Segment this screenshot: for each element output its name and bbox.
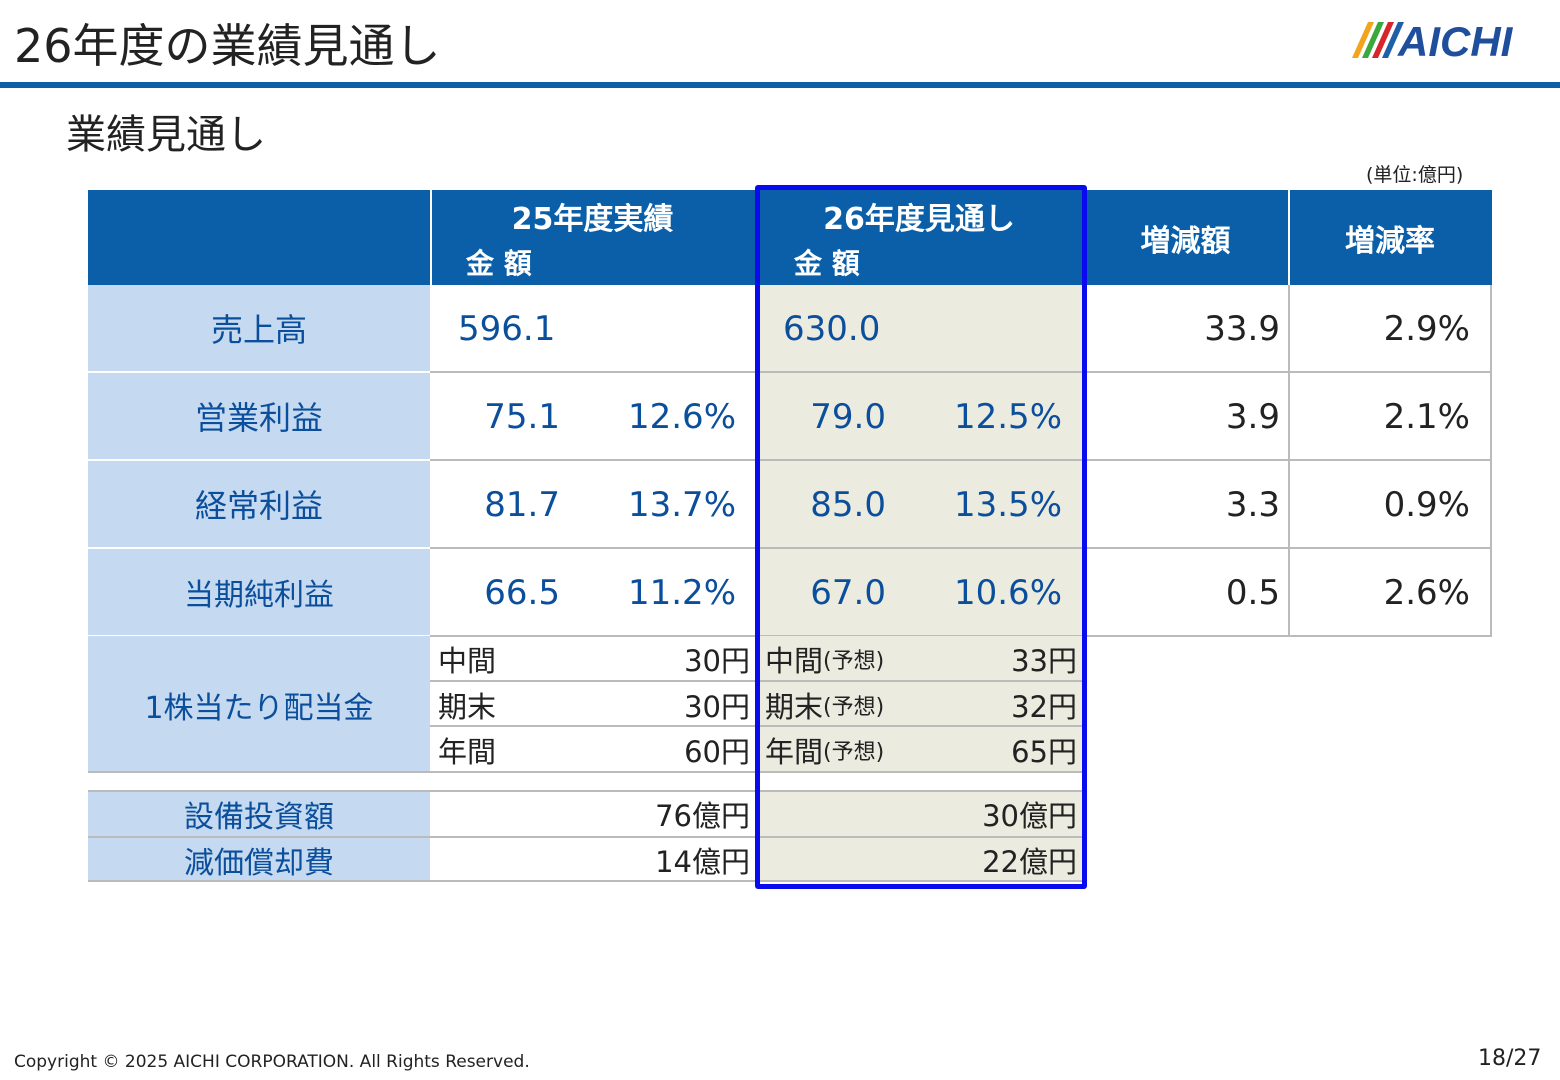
cell-bg <box>755 792 1083 836</box>
header-cell: 増減額 <box>1140 223 1231 259</box>
value: 3.3 <box>1225 485 1280 525</box>
forecast-note: (予想) <box>823 740 885 766</box>
row-line <box>88 880 1083 882</box>
div-label: 中間 (予想) <box>765 636 925 682</box>
subtitle: 業績見通し <box>66 112 266 158</box>
col-line <box>1288 373 1290 461</box>
row-line <box>430 459 1492 461</box>
col-line <box>1288 549 1290 637</box>
value: 66.5 <box>484 573 560 613</box>
cell-bg <box>755 373 1083 461</box>
value: 0.5 <box>1225 573 1280 613</box>
div-label: 期末 (予想) <box>765 682 925 728</box>
div-value: 65円 <box>1011 735 1077 770</box>
title: 26年度の業績見通し <box>14 19 441 73</box>
header-bg <box>88 190 1492 285</box>
value: 13.7% <box>627 485 736 525</box>
highlight-frame <box>755 185 1087 889</box>
value: 67.0 <box>810 573 886 613</box>
capex-value: 14億円 <box>655 845 750 879</box>
header-divider <box>430 190 432 285</box>
row-line <box>88 836 1083 838</box>
div-label: 年間 <box>765 735 824 770</box>
div-label: 期末 <box>438 689 497 724</box>
col-line <box>1288 285 1290 373</box>
row-label: 減価償却費 <box>88 838 430 882</box>
value: 11.2% <box>627 573 736 613</box>
cell-bg <box>755 727 1083 774</box>
header-cell: 26年度見通し <box>823 202 1015 237</box>
value: 630.0 <box>783 309 881 349</box>
div-value: 30円 <box>684 689 750 724</box>
unit: (単位:億円) <box>1366 164 1464 186</box>
forecast-note: (予想) <box>823 694 885 720</box>
row-line <box>430 547 1492 549</box>
page-number: 18/27 <box>1478 1046 1542 1071</box>
subheader-cell: 金 額 <box>794 247 860 280</box>
div-label: 期末 <box>765 689 824 724</box>
value: 85.0 <box>810 485 886 525</box>
row-line <box>88 771 430 773</box>
value: 81.7 <box>484 485 560 525</box>
value: 10.6% <box>953 573 1062 613</box>
row-line <box>430 371 1492 373</box>
col-line <box>1490 285 1492 373</box>
header-cell: 25年度実績 <box>511 202 674 237</box>
cell-bg <box>755 461 1083 549</box>
value: 596.1 <box>458 309 556 349</box>
col-line <box>1490 373 1492 461</box>
copyright: Copyright © 2025 AICHI CORPORATION. All … <box>14 1052 530 1072</box>
value: 33.9 <box>1204 309 1280 349</box>
cell-bg <box>755 838 1083 882</box>
cell-bg <box>755 285 1083 373</box>
row-line <box>88 790 1083 792</box>
value: 75.1 <box>484 397 560 437</box>
cell-bg <box>755 636 1083 682</box>
value: 3.9 <box>1225 397 1280 437</box>
capex-value: 22億円 <box>982 845 1077 879</box>
row-label: 営業利益 <box>88 373 430 461</box>
div-label: 中間 <box>765 643 824 678</box>
div-label: 年間 <box>438 735 497 770</box>
header-divider <box>1288 190 1290 285</box>
row-label: 当期純利益 <box>88 549 430 637</box>
logo-mark: AICHI <box>1352 18 1514 65</box>
col-line <box>1490 549 1492 637</box>
value: 2.6% <box>1383 573 1470 613</box>
value: 0.9% <box>1383 485 1470 525</box>
div-value: 33円 <box>1011 643 1077 678</box>
row-label: 1株当たり配当金 <box>88 636 430 773</box>
forecast-note: (予想) <box>823 648 885 674</box>
col-line <box>1490 461 1492 549</box>
value: 12.5% <box>953 397 1062 437</box>
value: 2.9% <box>1383 309 1470 349</box>
cell-bg <box>755 681 1083 728</box>
value: 13.5% <box>953 485 1062 525</box>
div-label: 中間 <box>438 643 497 678</box>
cell-bg <box>755 549 1083 637</box>
logo: AICHI <box>1350 16 1540 65</box>
div-value: 32円 <box>1011 689 1077 724</box>
logo-text: AICHI <box>1397 18 1514 62</box>
title-rule <box>0 82 1560 88</box>
value: 79.0 <box>810 397 886 437</box>
capex-value: 30億円 <box>982 799 1077 833</box>
col-line <box>1288 461 1290 549</box>
subheader-cell: 金 額 <box>466 247 532 280</box>
header-cell: 増減率 <box>1345 223 1435 259</box>
div-value: 30円 <box>684 643 750 678</box>
value: 2.1% <box>1383 397 1470 437</box>
value: 12.6% <box>627 397 736 437</box>
capex-value: 76億円 <box>655 799 750 833</box>
row-label: 経常利益 <box>88 461 430 549</box>
div-label: 年間 (予想) <box>765 727 925 773</box>
row-label: 売上高 <box>88 285 430 373</box>
row-label: 設備投資額 <box>88 792 430 836</box>
div-value: 60円 <box>684 735 750 770</box>
